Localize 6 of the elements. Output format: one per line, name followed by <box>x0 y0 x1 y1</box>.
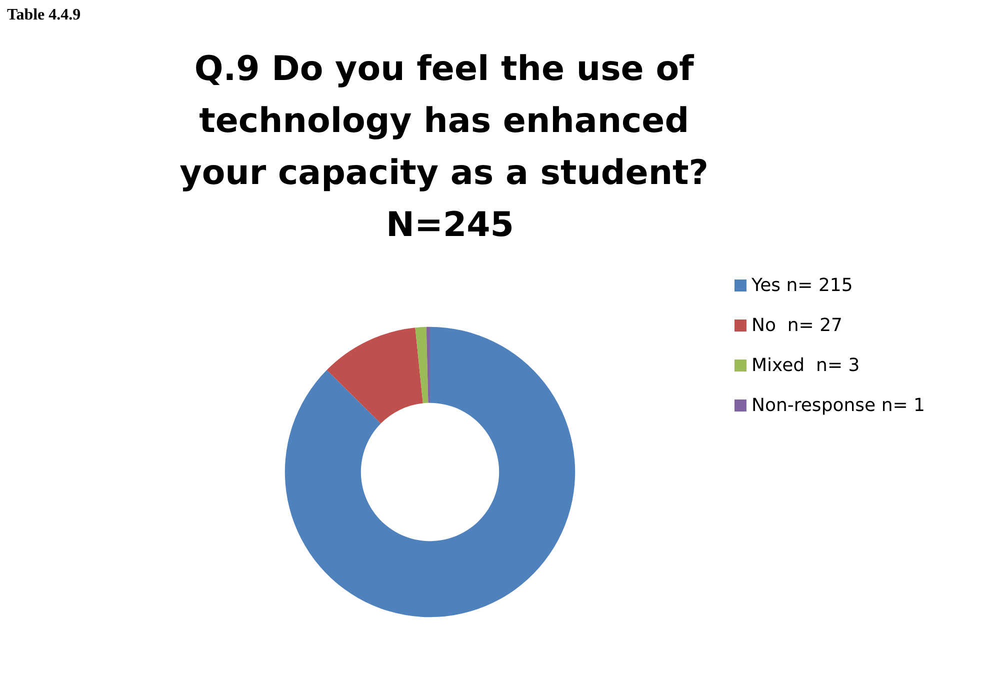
legend-label: Yes n= 215 <box>750 275 853 296</box>
legend-label: No n= 27 <box>751 315 843 336</box>
legend-label: Non-response n= 1 <box>751 395 926 416</box>
caption: Table 4.4.9 <box>7 6 81 24</box>
legend-label: Mixed n= 3 <box>751 355 860 376</box>
chart-title: Q.9 Do you feel the use of technology has enhanced your capacity as a student? N=245 <box>180 49 720 245</box>
